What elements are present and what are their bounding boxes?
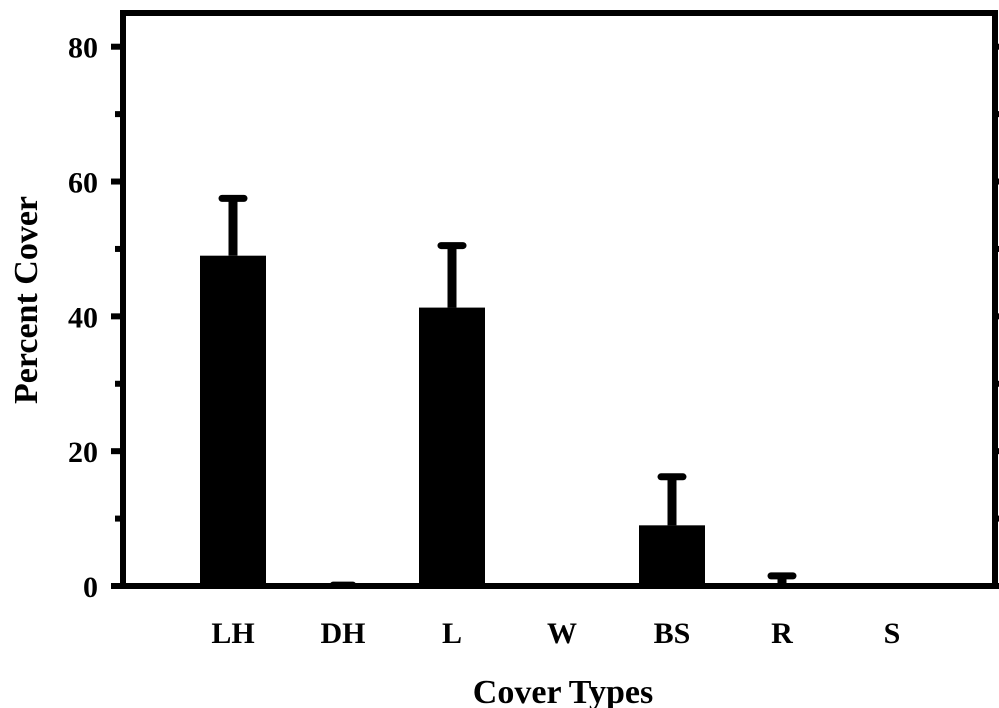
y-tick-label: 60 xyxy=(68,167,98,200)
error-bars xyxy=(222,198,793,584)
x-tick-label-S: S xyxy=(884,617,901,650)
bar-BS xyxy=(639,525,705,586)
bar-L xyxy=(419,308,485,586)
x-tick-labels: LH DH L W BS R S xyxy=(211,617,900,650)
y-axis-title: Percent Cover xyxy=(8,196,45,404)
x-tick-label-LH: LH xyxy=(211,617,254,650)
y-tick-label: 40 xyxy=(68,301,98,334)
y-tick-labels: 0 20 40 60 80 xyxy=(68,32,98,604)
bar-R xyxy=(749,584,815,586)
x-tick-label-W: W xyxy=(547,617,577,650)
x-axis-title: Cover Types xyxy=(473,674,653,708)
y-tick-label: 80 xyxy=(68,32,98,65)
x-tick-label-BS: BS xyxy=(654,617,691,650)
bars xyxy=(200,256,815,586)
y-tick-label: 0 xyxy=(83,571,98,604)
y-tick-label: 20 xyxy=(68,436,98,469)
x-tick-label-R: R xyxy=(771,617,793,650)
x-tick-label-DH: DH xyxy=(321,617,366,650)
bar-LH xyxy=(200,256,266,586)
x-tick-label-L: L xyxy=(442,617,462,650)
